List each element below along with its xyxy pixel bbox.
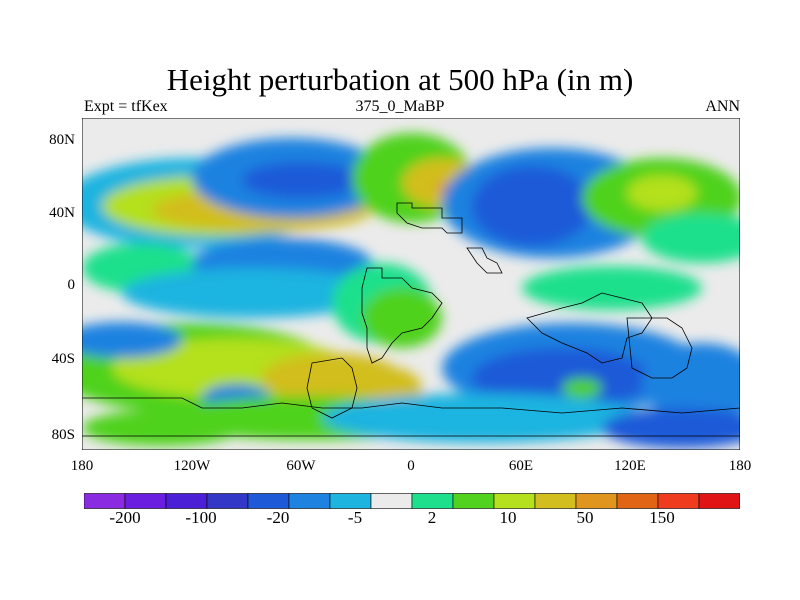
x-axis-label: 0 bbox=[407, 458, 415, 474]
x-axis-label: 180 bbox=[70, 458, 94, 474]
colorbar-label: 150 bbox=[649, 508, 675, 527]
contour-map bbox=[81, 117, 741, 451]
x-axis-label: 60W bbox=[286, 458, 316, 474]
plot-title: Height perturbation at 500 hPa (in m) bbox=[166, 62, 634, 97]
colorbar-swatch bbox=[698, 493, 740, 509]
y-axis-label: 40S bbox=[51, 351, 75, 367]
y-axis-label: 40N bbox=[49, 205, 75, 221]
season-label: ANN bbox=[705, 98, 740, 115]
colorbar-swatch bbox=[616, 493, 659, 509]
colorbar-swatch bbox=[84, 493, 126, 509]
colorbar-swatch bbox=[247, 493, 290, 509]
colorbar-swatch bbox=[575, 493, 618, 509]
contour-fill bbox=[82, 133, 740, 448]
x-axis-label: 60E bbox=[508, 458, 534, 474]
x-axis-label: 180 bbox=[728, 458, 752, 474]
y-axis-label: 0 bbox=[67, 277, 76, 293]
colorbar-swatch bbox=[452, 493, 495, 509]
colorbar-swatch bbox=[124, 493, 167, 509]
colorbar-swatch bbox=[370, 493, 413, 509]
y-axis-label: 80N bbox=[49, 132, 75, 148]
colorbar-swatch bbox=[329, 493, 372, 509]
colorbar-swatch bbox=[165, 493, 208, 509]
colorbar-swatch bbox=[288, 493, 331, 509]
x-axis-label: 120E bbox=[614, 458, 646, 474]
experiment-label: Expt = tfKex bbox=[84, 98, 168, 115]
colorbar-label: 50 bbox=[576, 508, 594, 527]
y-axis-label: 80S bbox=[51, 427, 75, 443]
colorbar-label: -20 bbox=[266, 508, 290, 527]
period-label: 375_0_MaBP bbox=[355, 98, 445, 115]
colorbar bbox=[84, 493, 740, 509]
colorbar-label: 10 bbox=[499, 508, 517, 527]
colorbar-swatch bbox=[206, 493, 249, 509]
colorbar-swatch bbox=[657, 493, 700, 509]
coastlines bbox=[82, 202, 740, 437]
colorbar-label: -200 bbox=[109, 508, 141, 527]
x-axis-label: 120W bbox=[173, 458, 211, 474]
colorbar-label: -5 bbox=[347, 508, 363, 527]
colorbar-swatch bbox=[534, 493, 577, 509]
colorbar-swatch bbox=[493, 493, 536, 509]
colorbar-label: 2 bbox=[427, 508, 437, 527]
colorbar-label: -100 bbox=[185, 508, 217, 527]
colorbar-swatch bbox=[411, 493, 454, 509]
map-panel bbox=[81, 117, 741, 451]
